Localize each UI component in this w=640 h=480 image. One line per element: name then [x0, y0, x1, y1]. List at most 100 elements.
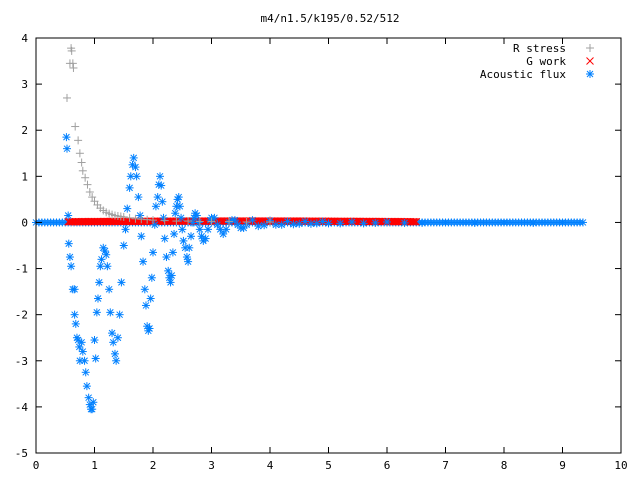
acoustic-flux-point — [210, 213, 219, 222]
legend-label-g-work: G work — [526, 55, 566, 68]
acoustic-flux-point — [146, 294, 155, 303]
legend-marker-acoustic-flux — [586, 70, 594, 78]
acoustic-flux-point — [96, 262, 105, 271]
acoustic-flux-point — [132, 172, 141, 181]
acoustic-flux-point — [81, 368, 90, 377]
acoustic-flux-point — [174, 193, 183, 202]
acoustic-flux-point — [254, 222, 263, 231]
acoustic-flux-point — [102, 250, 111, 259]
acoustic-flux-point — [500, 218, 508, 227]
y-tick-label: -1 — [15, 263, 28, 276]
acoustic-flux-point — [219, 229, 228, 238]
acoustic-flux-point — [277, 220, 286, 229]
acoustic-flux-point — [222, 225, 231, 234]
acoustic-flux-point — [167, 271, 176, 280]
acoustic-flux-point — [97, 255, 106, 264]
x-tick-label: 6 — [384, 459, 391, 472]
r-stress-point — [68, 59, 77, 68]
acoustic-flux-point — [168, 248, 177, 257]
acoustic-flux-point — [94, 294, 103, 303]
legend-marker-r-stress — [586, 44, 594, 52]
x-tick-label: 3 — [208, 459, 215, 472]
acoustic-flux-point — [64, 211, 73, 220]
acoustic-flux-point — [140, 285, 149, 294]
acoustic-flux-point — [283, 217, 292, 226]
acoustic-flux-point — [121, 225, 130, 234]
x-tick-label: 10 — [614, 459, 627, 472]
acoustic-flux-point — [383, 217, 391, 226]
acoustic-flux-point — [78, 347, 87, 356]
acoustic-flux-point — [230, 216, 239, 225]
acoustic-flux-point — [336, 219, 345, 228]
acoustic-flux-point — [470, 218, 479, 227]
acoustic-flux-point — [147, 273, 156, 282]
y-tick-label: -2 — [15, 309, 28, 322]
acoustic-flux-point — [187, 232, 196, 241]
acoustic-flux-point — [77, 338, 86, 347]
r-stress-point — [75, 149, 84, 158]
y-tick-label: -5 — [15, 447, 28, 460]
acoustic-flux-point — [119, 241, 128, 250]
acoustic-flux-point — [123, 204, 132, 213]
acoustic-flux-point — [145, 324, 154, 333]
y-tick-label: 0 — [21, 216, 28, 229]
acoustic-flux-point — [141, 301, 150, 310]
y-tick-label: 1 — [21, 170, 28, 183]
acoustic-flux-point — [185, 243, 194, 252]
acoustic-flux-point — [418, 218, 427, 227]
y-tick-label: -4 — [15, 401, 29, 414]
r-stress-point — [195, 217, 204, 226]
acoustic-flux-point — [134, 193, 143, 202]
r-stress-point — [71, 122, 80, 131]
acoustic-flux-point — [164, 266, 173, 275]
r-stress-point — [69, 63, 78, 72]
r-stress-point — [125, 213, 134, 222]
acoustic-flux-point — [177, 213, 186, 222]
acoustic-flux-point — [112, 356, 121, 365]
chart-title: m4/n1.5/k195/0.52/512 — [260, 12, 399, 25]
x-tick-label: 7 — [442, 459, 449, 472]
r-stress-point — [172, 217, 181, 226]
acoustic-flux-point — [92, 308, 101, 317]
acoustic-flux-point — [260, 221, 269, 230]
r-stress-point — [225, 217, 234, 226]
legend-label-acoustic-flux: Acoustic flux — [480, 68, 566, 81]
y-tick-label: 4 — [21, 32, 28, 45]
y-tick-label: -3 — [15, 355, 28, 368]
acoustic-flux-point — [157, 181, 166, 190]
acoustic-flux-point — [192, 211, 201, 220]
r-stress-point — [207, 217, 216, 226]
acoustic-flux-point — [160, 234, 169, 243]
acoustic-flux-point — [64, 239, 73, 248]
acoustic-flux-point — [175, 202, 184, 211]
acoustic-flux-point — [347, 217, 356, 226]
acoustic-flux-point — [117, 278, 126, 287]
acoustic-flux-point — [400, 218, 409, 227]
acoustic-flux-point — [149, 248, 157, 257]
acoustic-flux-point — [95, 278, 104, 287]
x-tick-label: 8 — [501, 459, 508, 472]
r-stress-point — [184, 217, 193, 226]
acoustic-flux-point — [91, 354, 100, 363]
acoustic-flux-point — [171, 209, 180, 218]
acoustic-flux-point — [80, 356, 89, 365]
acoustic-flux-point — [194, 218, 203, 227]
r-stress-point — [242, 217, 251, 226]
x-tick-label: 0 — [33, 459, 40, 472]
r-stress-point — [88, 193, 97, 202]
r-stress-point — [77, 158, 86, 167]
acoustic-flux-point — [170, 229, 179, 238]
acoustic-flux-point — [65, 253, 74, 262]
acoustic-flux-point — [110, 349, 119, 358]
acoustic-flux-point — [151, 202, 160, 211]
acoustic-flux-point — [137, 232, 146, 241]
series-layer — [32, 44, 587, 414]
acoustic-flux-point — [248, 216, 257, 225]
acoustic-flux-point — [162, 253, 171, 262]
acoustic-flux-point — [371, 218, 380, 227]
x-tick-label: 4 — [267, 459, 274, 472]
acoustic-flux-point — [108, 329, 117, 338]
